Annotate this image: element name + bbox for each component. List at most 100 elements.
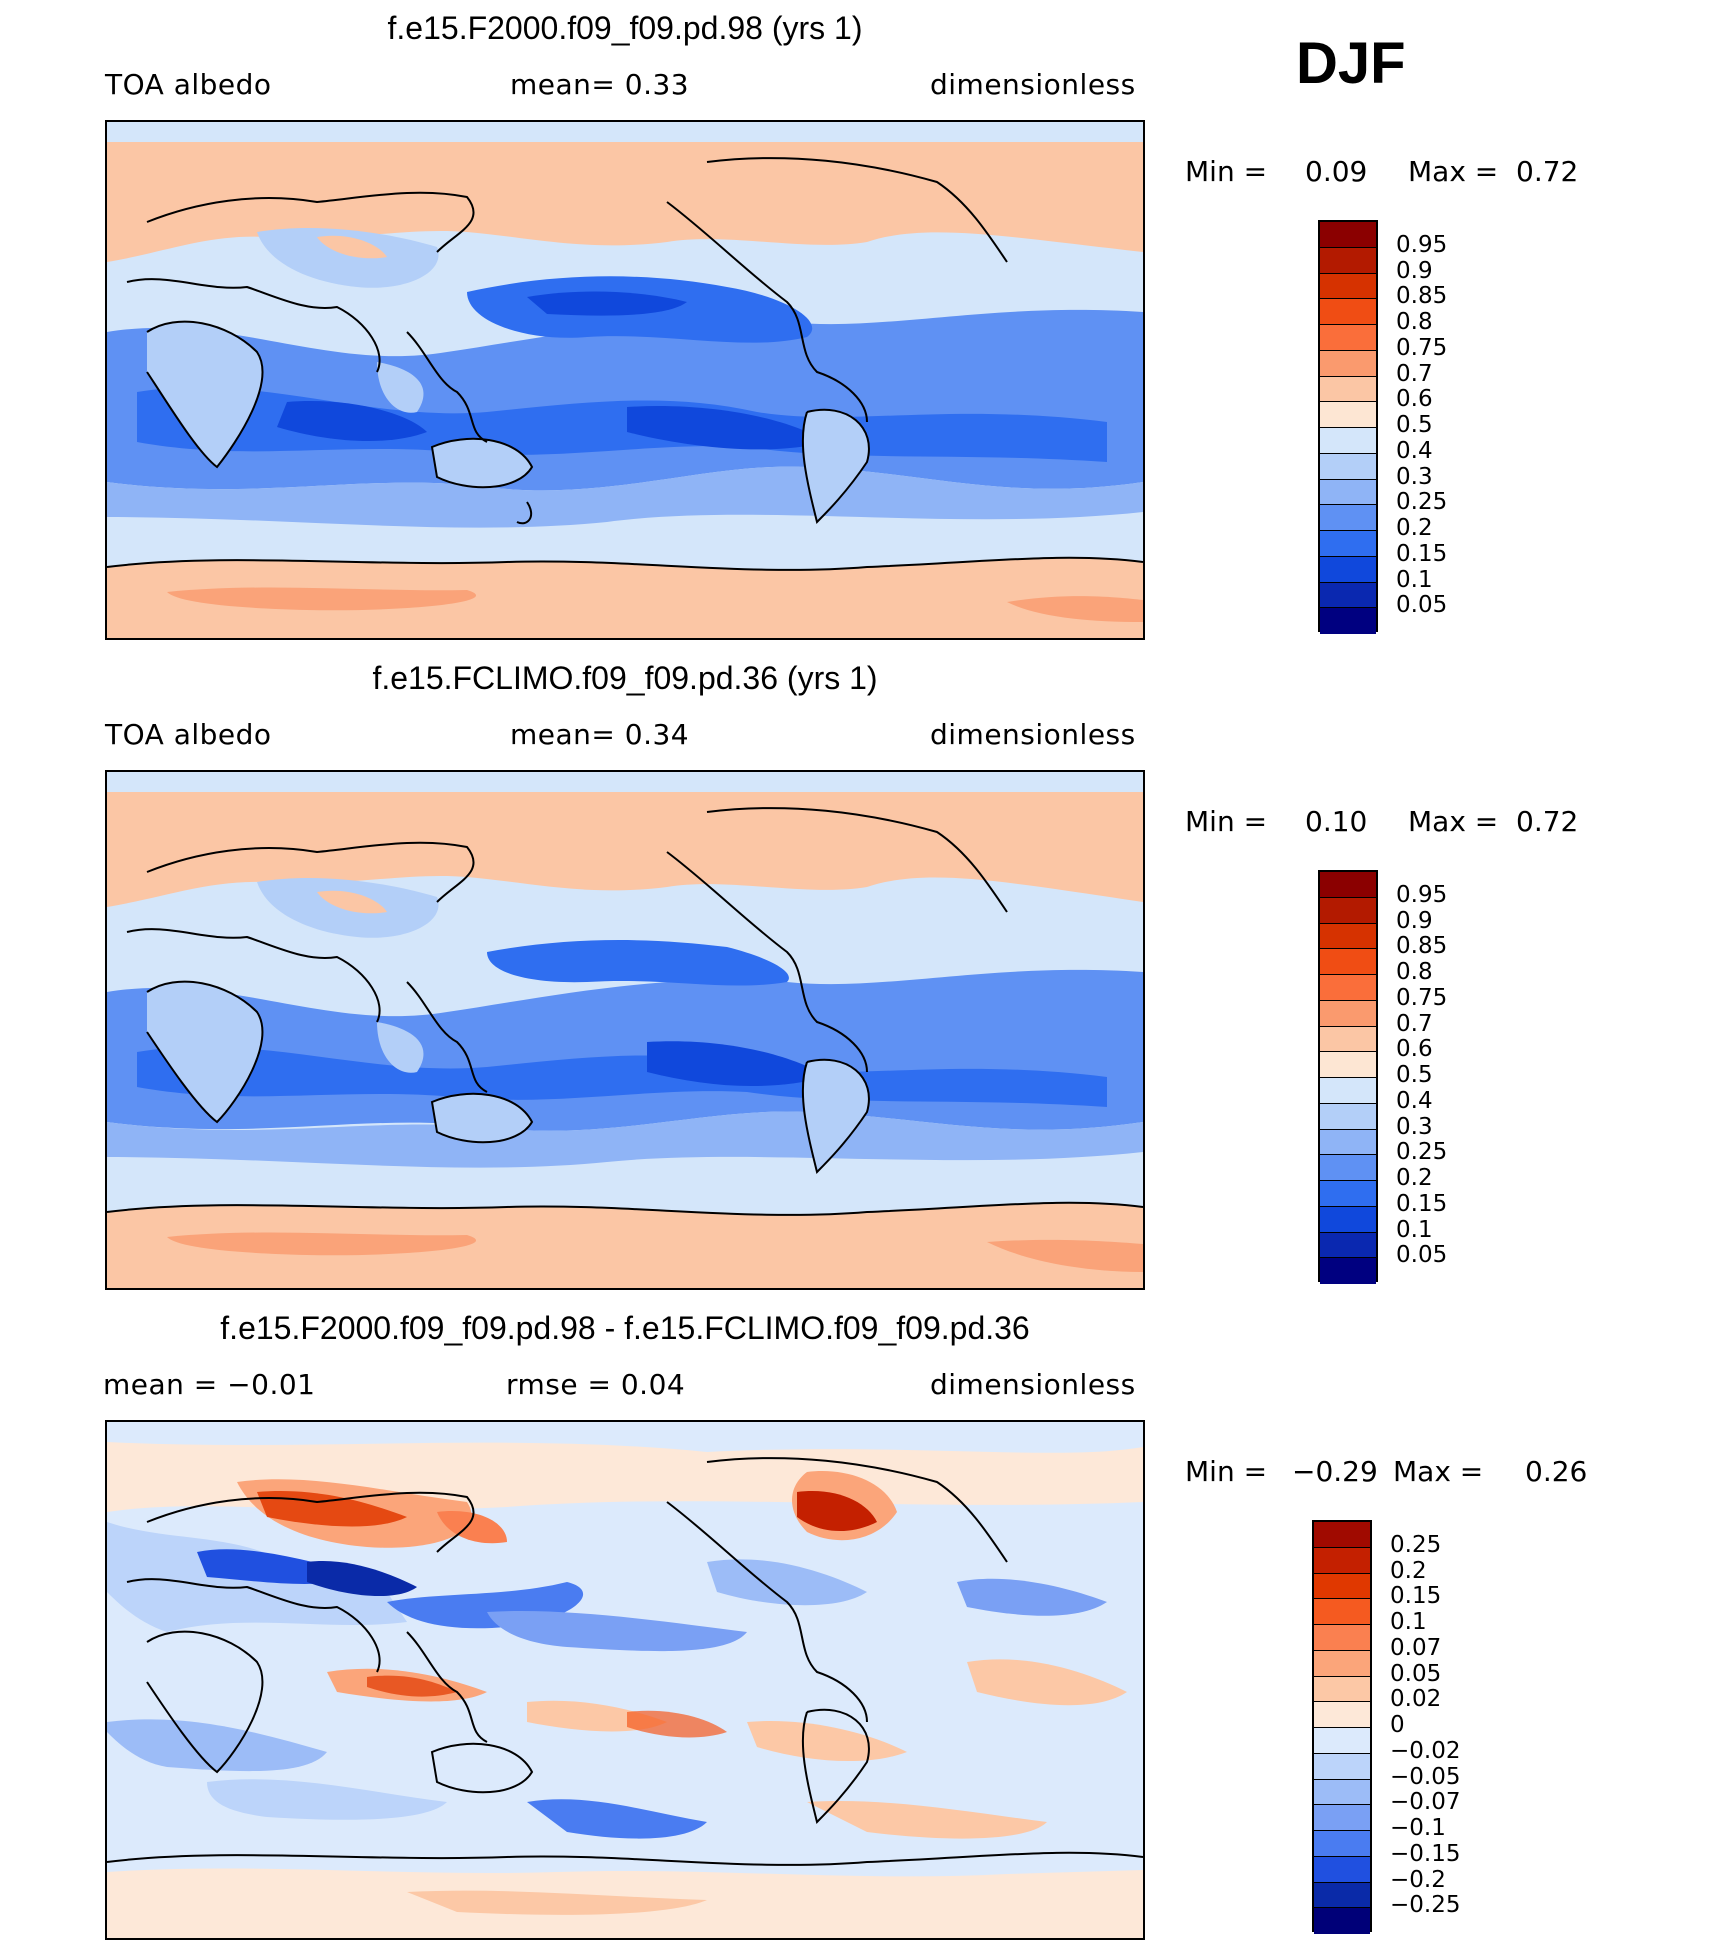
colorbar-tick-label: 0.2 [1396, 1165, 1433, 1191]
colorbar-swatch [1314, 1856, 1370, 1883]
colorbar-tick-label: −0.1 [1390, 1815, 1446, 1841]
colorbar-tick-label: 0.2 [1396, 515, 1433, 541]
colorbar-swatch [1320, 923, 1376, 950]
panel-3-units-label: dimensionless [930, 1368, 1136, 1401]
colorbar-tick-label: 0.9 [1396, 907, 1433, 934]
colorbar-swatch [1320, 608, 1376, 634]
colorbar-swatch [1314, 1676, 1370, 1703]
colorbar-swatch [1320, 1206, 1376, 1233]
colorbar-tick-label: 0.85 [1396, 283, 1448, 310]
colorbar-swatch [1320, 897, 1376, 924]
colorbar-swatch [1314, 1522, 1370, 1548]
colorbar-swatch [1320, 1052, 1376, 1078]
colorbar-tick-label: 0.4 [1396, 437, 1433, 464]
colorbar-tick-label: 0.3 [1396, 1113, 1433, 1140]
colorbar-tick-label: 0.6 [1396, 1036, 1433, 1063]
colorbar-swatch [1320, 222, 1376, 248]
colorbar-swatch [1314, 1908, 1370, 1934]
colorbar-swatch [1320, 1103, 1376, 1130]
panel-2-max-value: 0.72 [1516, 805, 1579, 838]
colorbar-tick-label: 0.07 [1390, 1634, 1442, 1661]
colorbar-swatch [1320, 479, 1376, 506]
colorbar-swatch [1320, 376, 1376, 403]
colorbar-swatch [1320, 556, 1376, 583]
panel-2-mean-label: mean= 0.34 [510, 718, 690, 751]
colorbar-swatch [1314, 1547, 1370, 1574]
colorbar-swatch [1320, 872, 1376, 898]
panel-3-min-value: −0.29 [1292, 1455, 1378, 1488]
panel-3-min-label: Min = [1185, 1455, 1268, 1488]
panel-2-units-label: dimensionless [930, 718, 1136, 751]
panel-1-units-label: dimensionless [930, 68, 1136, 101]
panel-2-min-label: Min = [1185, 805, 1268, 838]
colorbar-tick-label: 0.7 [1396, 360, 1433, 387]
colorbar-swatch [1320, 402, 1376, 428]
colorbar-swatch [1320, 1258, 1376, 1284]
colorbar-swatch [1320, 949, 1376, 975]
season-label: DJF [1296, 31, 1406, 96]
colorbar-swatch [1320, 1232, 1376, 1259]
colorbar-tick-label: 0.85 [1396, 933, 1448, 960]
colorbar-tick-label: 0.5 [1396, 1062, 1433, 1088]
colorbar-swatch [1320, 428, 1376, 454]
colorbar-swatch [1320, 273, 1376, 300]
panel-3-colorbar [1312, 1520, 1372, 1934]
colorbar-swatch [1320, 1155, 1376, 1181]
colorbar-tick-label: 0.8 [1396, 309, 1433, 335]
colorbar-swatch [1314, 1805, 1370, 1831]
panel-2-variable-label: TOA albedo [105, 718, 272, 751]
panel-1-map-svg [107, 122, 1143, 638]
colorbar-swatch [1314, 1753, 1370, 1780]
panel-3-map-svg [107, 1422, 1143, 1938]
panel-2-colorbar [1318, 870, 1378, 1284]
colorbar-tick-label: 0.05 [1396, 592, 1448, 619]
colorbar-swatch [1320, 1078, 1376, 1104]
colorbar-swatch [1314, 1702, 1370, 1728]
colorbar-tick-label: 0.4 [1396, 1087, 1433, 1114]
colorbar-tick-label: 0.75 [1396, 984, 1448, 1011]
colorbar-swatch [1314, 1779, 1370, 1806]
colorbar-tick-label: −0.25 [1390, 1892, 1461, 1919]
colorbar-swatch [1320, 247, 1376, 274]
colorbar-tick-label: 0.7 [1396, 1010, 1433, 1037]
colorbar-swatch [1320, 453, 1376, 480]
colorbar-tick-label: 0.25 [1390, 1531, 1442, 1558]
panel-2-map-svg [107, 772, 1143, 1288]
colorbar-tick-label: 0.6 [1396, 386, 1433, 413]
panel-3-map [105, 1420, 1145, 1940]
colorbar-swatch [1314, 1573, 1370, 1600]
panel-1-colorbar [1318, 220, 1378, 634]
panel-1-max-value: 0.72 [1516, 155, 1579, 188]
colorbar-tick-label: 0.5 [1396, 412, 1433, 438]
colorbar-tick-label: −0.15 [1390, 1840, 1461, 1867]
panel-3-max-value: 0.26 [1525, 1455, 1588, 1488]
colorbar-tick-label: 0.8 [1396, 959, 1433, 985]
colorbar-tick-label: 0.3 [1396, 463, 1433, 490]
panel-3-max-label: Max = [1393, 1455, 1484, 1488]
panel-1-min-label: Min = [1185, 155, 1268, 188]
colorbar-tick-label: −0.2 [1390, 1866, 1446, 1893]
colorbar-tick-label: 0.25 [1396, 489, 1448, 516]
colorbar-tick-label: 0.05 [1396, 1242, 1448, 1269]
colorbar-tick-label: 0.75 [1396, 334, 1448, 361]
colorbar-tick-label: 0.02 [1390, 1686, 1442, 1713]
colorbar-swatch [1314, 1650, 1370, 1677]
colorbar-tick-label: 0.1 [1390, 1609, 1427, 1635]
panel-2-title: f.e15.FCLIMO.f09_f09.pd.36 (yrs 1) [372, 660, 878, 696]
colorbar-tick-label: 0.1 [1396, 566, 1433, 593]
colorbar-tick-label: 0.2 [1390, 1557, 1427, 1584]
colorbar-swatch [1320, 299, 1376, 325]
colorbar-swatch [1320, 531, 1376, 557]
colorbar-tick-label: 0 [1390, 1712, 1405, 1738]
panel-2-max-label: Max = [1408, 805, 1499, 838]
colorbar-swatch [1320, 505, 1376, 531]
colorbar-swatch [1314, 1728, 1370, 1754]
colorbar-tick-label: 0.15 [1396, 540, 1448, 567]
colorbar-tick-label: 0.05 [1390, 1660, 1442, 1687]
panel-3-mean-label: mean = −0.01 [103, 1368, 316, 1401]
colorbar-swatch [1320, 1000, 1376, 1027]
colorbar-swatch [1320, 1129, 1376, 1156]
panel-1-mean-label: mean= 0.33 [510, 68, 690, 101]
panel-3-title: f.e15.F2000.f09_f09.pd.98 - f.e15.FCLIMO… [220, 1310, 1030, 1346]
panel-2-map [105, 770, 1145, 1290]
